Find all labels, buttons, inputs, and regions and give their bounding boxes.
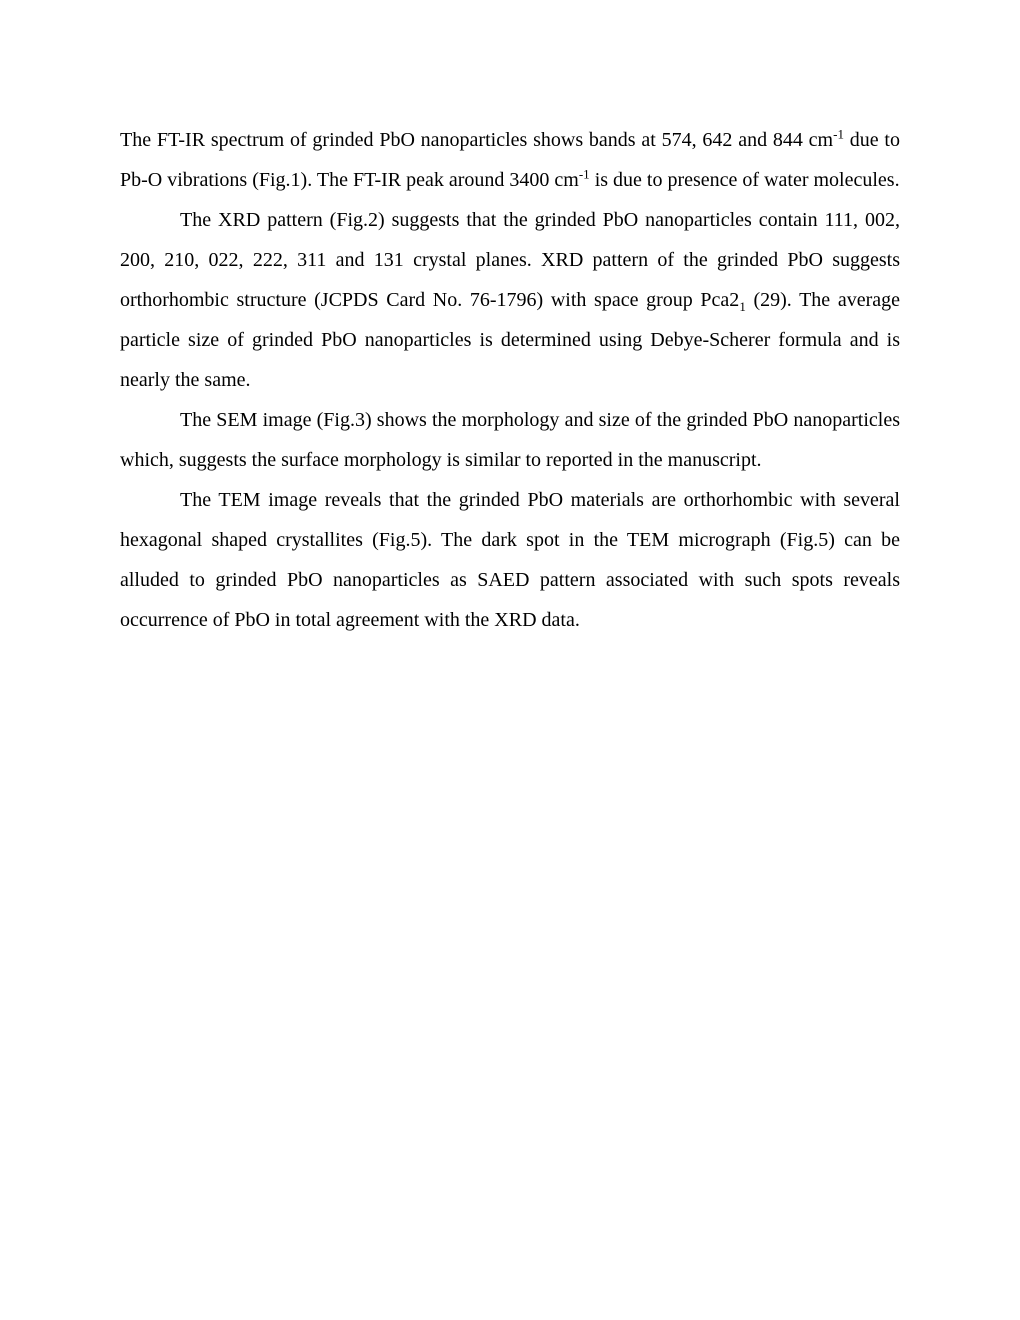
paragraph-4: The TEM image reveals that the grinded P… xyxy=(120,480,900,640)
p1-text-c: is due to presence of water molecules. xyxy=(590,169,900,191)
p4-text: The TEM image reveals that the grinded P… xyxy=(120,489,900,631)
p1-sup-2: -1 xyxy=(579,166,590,181)
p1-sup-1: -1 xyxy=(833,126,844,141)
paragraph-1: The FT-IR spectrum of grinded PbO nanopa… xyxy=(120,120,900,200)
p3-text: The SEM image (Fig.3) shows the morpholo… xyxy=(120,409,900,471)
document-page: The FT-IR spectrum of grinded PbO nanopa… xyxy=(0,0,1020,640)
paragraph-3: The SEM image (Fig.3) shows the morpholo… xyxy=(120,400,900,480)
p1-text-a: The FT-IR spectrum of grinded PbO nanopa… xyxy=(120,129,833,151)
paragraph-2: The XRD pattern (Fig.2) suggests that th… xyxy=(120,200,900,400)
